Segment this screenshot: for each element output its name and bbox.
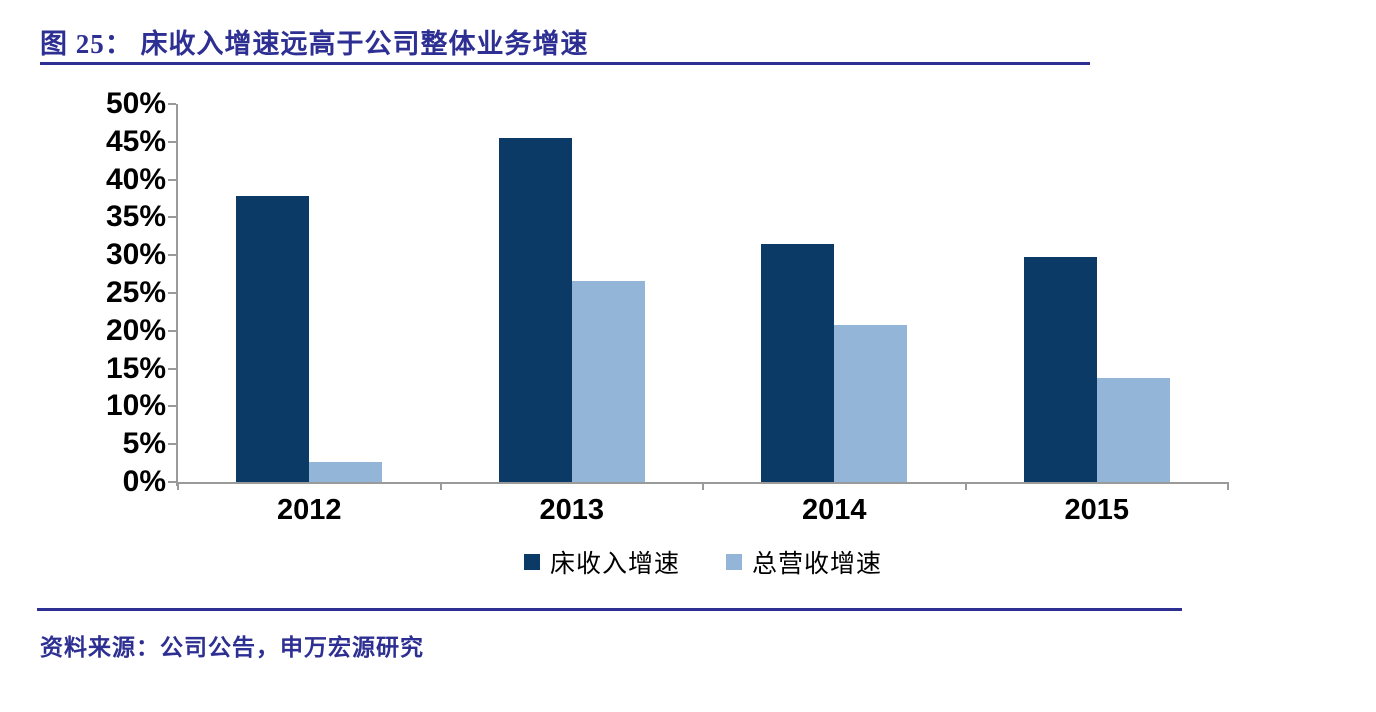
- x-axis-label-2014: 2014: [801, 494, 867, 526]
- x-axis-tick: [1227, 482, 1229, 490]
- bar-总营收增速-2014: [834, 324, 908, 482]
- legend-item-床收入增速: 床收入增速: [523, 544, 680, 580]
- y-axis-tick-label: 35%: [105, 200, 166, 234]
- x-axis-label-2013: 2013: [539, 494, 604, 526]
- bar-group-2015: [966, 104, 1229, 482]
- y-axis-tick-label: 0%: [122, 465, 166, 498]
- bar-床收入增速-2012: [236, 196, 310, 482]
- title-underline: [40, 62, 1090, 65]
- bar-group-2013: [441, 104, 704, 482]
- footer-divider: [37, 608, 1182, 611]
- y-axis-tick: [168, 254, 176, 257]
- y-axis-tick-label: 25%: [105, 276, 166, 309]
- legend-item-总营收增速: 总营收增速: [726, 544, 882, 580]
- y-axis-tick-label: 45%: [105, 124, 166, 158]
- y-axis-tick: [168, 367, 176, 370]
- x-axis-tick: [177, 482, 179, 490]
- x-axis-label-2015: 2015: [1064, 494, 1129, 526]
- y-axis-tick: [168, 292, 176, 294]
- bar-总营收增速-2012: [309, 461, 383, 482]
- figure-title: 图 25： 床收入增速远高于公司整体业务增速: [40, 29, 589, 59]
- x-axis-tick: [702, 482, 704, 490]
- legend-swatch-icon: [726, 554, 742, 570]
- bar-group-2014: [703, 104, 966, 482]
- y-axis-tick-label: 15%: [105, 351, 166, 385]
- y-axis-line: [176, 104, 178, 486]
- bar-group-2012: [178, 104, 441, 482]
- y-axis-tick-label: 30%: [105, 238, 166, 272]
- chart-legend: 床收入增速 总营收增速: [178, 544, 1228, 580]
- x-axis-label-2012: 2012: [276, 494, 342, 526]
- bar-床收入增速-2014: [761, 243, 835, 482]
- y-axis-tick: [168, 329, 176, 332]
- source-note: 资料来源：公司公告，申万宏源研究: [40, 635, 424, 660]
- x-axis-tick: [964, 482, 967, 490]
- bar-床收入增速-2013: [498, 138, 572, 482]
- legend-label: 床收入增速: [549, 551, 680, 578]
- legend-swatch-icon: [523, 554, 540, 570]
- y-axis-tick-label: 40%: [105, 162, 166, 196]
- y-axis-tick: [168, 443, 176, 446]
- bar-总营收增速-2015: [1096, 377, 1170, 482]
- y-axis-tick: [168, 178, 176, 181]
- bar-床收入增速-2015: [1023, 257, 1097, 482]
- y-axis-tick-label: 50%: [105, 87, 166, 120]
- y-axis-tick-label: 10%: [105, 389, 166, 423]
- bar-总营收增速-2013: [571, 280, 645, 482]
- y-axis-tick-label: 5%: [122, 427, 166, 461]
- plot-area: 2012 2013 2014 2015: [168, 103, 1229, 526]
- y-axis-tick: [168, 481, 176, 483]
- y-axis-tick: [168, 216, 176, 219]
- y-axis-tick: [168, 140, 176, 143]
- y-axis-tick: [168, 405, 176, 408]
- y-axis-tick: [168, 103, 176, 105]
- legend-label: 总营收增速: [752, 551, 883, 578]
- x-axis-tick: [439, 482, 442, 490]
- y-axis-tick-label: 20%: [105, 313, 166, 347]
